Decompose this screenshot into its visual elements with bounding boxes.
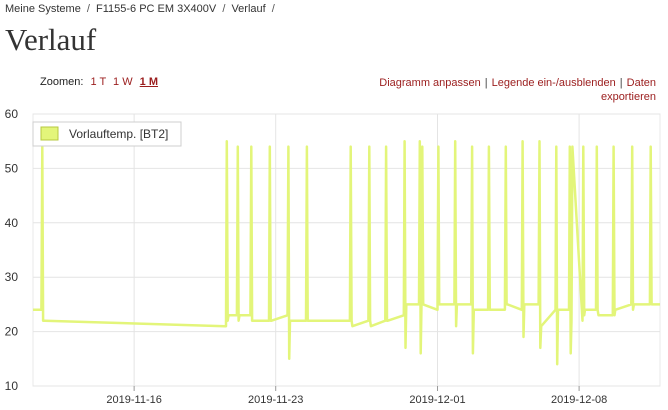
zoom-option-1-week[interactable]: 1 W	[113, 76, 133, 88]
breadcrumb-item-system[interactable]: F1155-6 PC EM 3X400V	[96, 3, 217, 15]
legend-swatch	[40, 126, 59, 141]
zoom-option-1-month[interactable]: 1 M	[139, 76, 159, 88]
breadcrumb: Meine Systeme / F1155-6 PC EM 3X400V / V…	[5, 3, 278, 15]
y-axis: 10 20 30 40 50 60	[5, 107, 19, 393]
y-tick-label: 40	[5, 216, 19, 230]
export-data-label-line2: exportieren	[600, 91, 656, 103]
zoom-label: Zoomen:	[40, 76, 84, 88]
export-data-link[interactable]: Daten exportieren	[601, 77, 656, 103]
x-axis: 2019-11-16 2019-11-23 2019-12-01 2019-12-08	[106, 386, 607, 406]
x-tick-label: 2019-11-23	[248, 394, 303, 406]
y-tick-label: 60	[5, 107, 19, 121]
breadcrumb-separator: /	[222, 3, 226, 15]
y-tick-label: 10	[5, 379, 19, 393]
chart-grid	[32, 113, 661, 387]
chart-actions: Diagramm anpassen | Legende ein-/ausblende…	[356, 76, 656, 104]
action-divider: |	[484, 77, 488, 89]
y-tick-label: 20	[5, 325, 19, 339]
x-tick-label: 2019-11-16	[106, 394, 161, 406]
breadcrumb-separator: /	[271, 3, 275, 15]
customize-chart-link[interactable]: Diagramm anpassen	[379, 77, 481, 89]
series-line-vorlauftemp	[33, 139, 660, 366]
zoom-controls: Zoomen: 1 T 1 W 1 M	[40, 76, 158, 88]
plot-area	[32, 113, 661, 387]
breadcrumb-separator: /	[86, 3, 90, 15]
x-tick-label: 2019-12-08	[551, 394, 607, 406]
action-divider: |	[619, 77, 623, 89]
breadcrumb-item-meine-systeme[interactable]: Meine Systeme	[5, 3, 81, 15]
toggle-legend-link[interactable]: Legende ein-/ausblenden	[491, 77, 616, 89]
legend-entry: Vorlauftemp. [BT2]	[69, 127, 168, 141]
page-title: Verlauf	[5, 22, 97, 57]
export-data-label-line1: Daten	[626, 77, 656, 89]
y-tick-label: 30	[5, 270, 19, 284]
y-tick-label: 50	[5, 161, 19, 175]
zoom-option-1-day[interactable]: 1 T	[90, 76, 106, 88]
breadcrumb-item-verlauf[interactable]: Verlauf	[231, 3, 266, 15]
x-tick-label: 2019-12-01	[409, 394, 465, 406]
chart-legend: Vorlauftemp. [BT2]	[32, 121, 182, 147]
history-chart[interactable]: 10 20 30 40 50 60 2019-11-16 2019-11-23 2019-12…	[0, 106, 668, 410]
